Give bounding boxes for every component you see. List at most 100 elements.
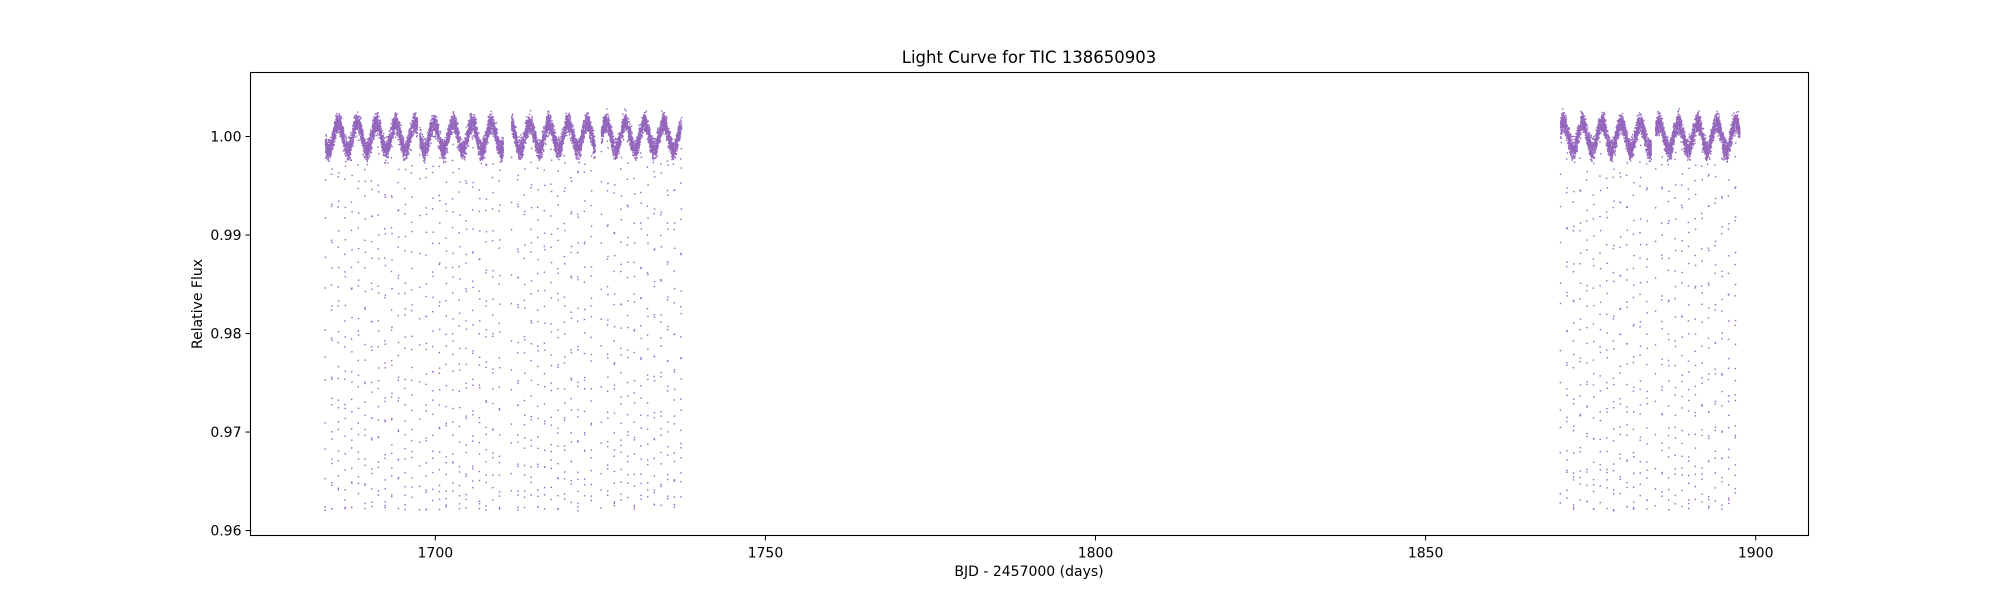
data-point xyxy=(326,158,329,161)
data-point xyxy=(411,127,413,129)
data-point xyxy=(392,135,394,137)
data-point xyxy=(458,471,461,473)
data-point xyxy=(348,136,351,139)
data-point xyxy=(324,379,326,381)
data-point xyxy=(415,125,417,127)
data-point xyxy=(387,151,389,153)
data-point xyxy=(418,441,421,443)
data-point xyxy=(469,114,471,117)
data-point xyxy=(438,123,440,126)
data-point xyxy=(363,139,366,142)
data-point xyxy=(342,142,344,144)
data-point xyxy=(402,143,404,145)
data-point xyxy=(342,126,344,128)
data-point xyxy=(364,502,366,505)
data-point xyxy=(413,133,415,136)
data-point xyxy=(331,168,333,170)
data-point xyxy=(411,119,413,121)
data-point xyxy=(350,201,353,203)
data-point xyxy=(385,144,387,146)
data-point xyxy=(370,144,372,146)
data-point xyxy=(344,469,346,471)
data-point xyxy=(351,482,353,484)
data-point xyxy=(351,411,353,413)
data-point xyxy=(330,431,333,433)
data-point xyxy=(398,122,400,124)
data-point xyxy=(398,136,400,138)
data-point xyxy=(458,265,460,268)
data-point xyxy=(409,140,412,142)
data-point xyxy=(407,148,410,150)
data-point xyxy=(337,305,339,307)
data-point xyxy=(399,127,402,129)
data-point xyxy=(355,115,357,117)
data-point xyxy=(465,290,468,293)
data-point xyxy=(384,343,387,345)
data-point xyxy=(342,129,345,132)
data-point xyxy=(465,444,467,446)
data-point xyxy=(410,124,412,126)
data-point xyxy=(335,137,337,139)
data-point xyxy=(391,364,393,366)
data-point xyxy=(340,115,342,118)
data-point xyxy=(371,488,373,490)
data-point xyxy=(337,377,339,380)
data-point xyxy=(403,153,406,155)
data-point xyxy=(419,318,421,320)
data-point xyxy=(390,227,393,229)
data-point xyxy=(398,129,401,132)
data-point xyxy=(394,127,397,129)
data-point xyxy=(410,172,413,174)
data-point xyxy=(391,118,394,121)
data-point xyxy=(337,330,340,333)
data-point xyxy=(328,154,331,157)
data-point xyxy=(404,235,407,238)
data-point xyxy=(462,157,464,160)
data-point xyxy=(432,457,434,459)
data-point xyxy=(331,241,333,244)
data-point xyxy=(378,128,380,130)
data-point xyxy=(348,152,350,155)
data-point xyxy=(335,130,338,132)
data-point xyxy=(384,162,386,164)
data-point xyxy=(408,145,410,148)
data-point xyxy=(452,434,454,436)
data-point xyxy=(407,147,410,149)
data-point xyxy=(382,134,385,137)
data-point xyxy=(386,152,388,154)
data-point xyxy=(350,132,352,134)
data-point xyxy=(425,342,428,345)
data-point xyxy=(389,145,391,148)
data-point xyxy=(411,477,413,479)
data-point xyxy=(388,142,390,145)
data-point xyxy=(390,127,392,130)
data-point xyxy=(445,250,448,252)
data-point xyxy=(371,391,373,393)
data-point xyxy=(340,120,342,122)
data-point xyxy=(334,133,337,136)
data-point xyxy=(364,149,366,151)
data-point xyxy=(445,345,448,347)
data-point xyxy=(392,137,394,139)
data-point xyxy=(404,447,406,450)
data-point xyxy=(348,158,350,161)
chart-title: Light Curve for TIC 138650903 xyxy=(902,48,1156,67)
data-point xyxy=(353,135,356,137)
data-point xyxy=(362,145,364,147)
data-point xyxy=(397,341,400,344)
data-point xyxy=(403,145,406,148)
data-point xyxy=(415,112,417,114)
data-point xyxy=(358,212,360,214)
data-point xyxy=(370,129,372,131)
data-point xyxy=(379,119,381,122)
data-point xyxy=(432,275,434,278)
data-point xyxy=(363,136,365,139)
data-point xyxy=(377,494,380,496)
data-point xyxy=(401,149,404,152)
data-point xyxy=(350,371,353,373)
data-point xyxy=(331,305,333,307)
data-point xyxy=(441,139,444,141)
data-point xyxy=(381,139,383,142)
data-point xyxy=(357,492,360,495)
data-point xyxy=(425,509,427,511)
